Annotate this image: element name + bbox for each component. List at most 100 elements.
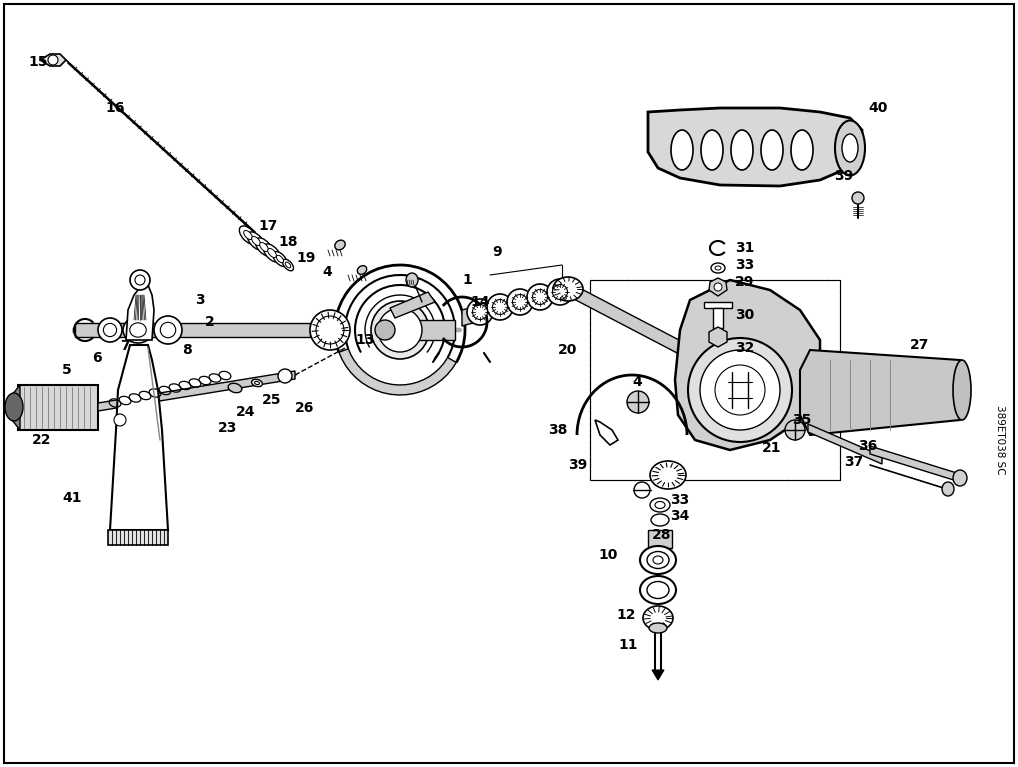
Text: 18: 18 — [278, 235, 297, 249]
Polygon shape — [648, 108, 862, 186]
Ellipse shape — [493, 299, 508, 314]
Ellipse shape — [285, 262, 291, 268]
Text: 41: 41 — [62, 491, 81, 505]
Ellipse shape — [640, 576, 676, 604]
Ellipse shape — [335, 240, 345, 250]
Text: 5: 5 — [62, 363, 71, 377]
Circle shape — [278, 369, 292, 383]
Polygon shape — [709, 278, 727, 296]
Ellipse shape — [254, 381, 260, 384]
Polygon shape — [800, 350, 965, 435]
Polygon shape — [648, 530, 672, 548]
Polygon shape — [675, 280, 821, 450]
Ellipse shape — [761, 130, 783, 170]
Ellipse shape — [273, 252, 287, 266]
Polygon shape — [98, 371, 295, 411]
Ellipse shape — [547, 279, 573, 305]
Text: 9: 9 — [492, 245, 502, 259]
Text: 2: 2 — [205, 315, 215, 329]
Ellipse shape — [651, 461, 686, 489]
Circle shape — [714, 283, 722, 291]
Text: 36: 36 — [858, 439, 878, 453]
Text: 12: 12 — [616, 608, 635, 622]
Ellipse shape — [467, 299, 493, 325]
Text: 14: 14 — [470, 295, 490, 309]
Text: 23: 23 — [218, 421, 237, 435]
Text: 20: 20 — [558, 343, 577, 357]
Circle shape — [48, 55, 58, 65]
Text: 28: 28 — [652, 528, 672, 542]
Ellipse shape — [953, 360, 971, 420]
Ellipse shape — [277, 255, 284, 263]
Ellipse shape — [842, 134, 858, 162]
Ellipse shape — [5, 393, 23, 421]
Ellipse shape — [268, 249, 276, 258]
Ellipse shape — [316, 316, 344, 344]
Polygon shape — [18, 385, 98, 430]
Polygon shape — [709, 327, 727, 347]
Text: 37: 37 — [844, 455, 863, 469]
Circle shape — [634, 482, 651, 498]
Ellipse shape — [247, 232, 265, 250]
Ellipse shape — [507, 289, 533, 315]
Ellipse shape — [310, 310, 350, 350]
Text: 19: 19 — [296, 251, 316, 265]
Polygon shape — [704, 302, 732, 308]
Circle shape — [688, 338, 792, 442]
Ellipse shape — [715, 266, 721, 270]
Text: 389ET038 SC: 389ET038 SC — [995, 405, 1005, 475]
Ellipse shape — [104, 324, 117, 337]
Ellipse shape — [98, 318, 122, 342]
Polygon shape — [390, 292, 435, 318]
Ellipse shape — [553, 285, 567, 299]
Ellipse shape — [375, 320, 395, 340]
Polygon shape — [462, 280, 570, 326]
Ellipse shape — [647, 551, 669, 568]
Ellipse shape — [553, 277, 583, 301]
Text: 15: 15 — [29, 55, 48, 69]
Ellipse shape — [512, 295, 527, 310]
Ellipse shape — [123, 317, 153, 343]
Ellipse shape — [731, 130, 753, 170]
Text: 34: 34 — [670, 509, 689, 523]
Text: 25: 25 — [262, 393, 282, 407]
Polygon shape — [570, 283, 700, 365]
Polygon shape — [110, 345, 168, 530]
Text: 31: 31 — [735, 241, 754, 255]
Text: 39: 39 — [568, 458, 587, 472]
Ellipse shape — [701, 130, 723, 170]
Ellipse shape — [154, 316, 182, 344]
Text: 33: 33 — [735, 258, 754, 272]
Text: 38: 38 — [548, 423, 567, 437]
Ellipse shape — [953, 470, 967, 486]
Polygon shape — [595, 420, 618, 445]
Ellipse shape — [852, 192, 864, 204]
Ellipse shape — [371, 301, 429, 359]
Polygon shape — [12, 385, 20, 430]
Ellipse shape — [942, 482, 954, 496]
Ellipse shape — [260, 242, 269, 252]
Circle shape — [715, 365, 765, 415]
Text: 8: 8 — [182, 343, 191, 357]
Text: 35: 35 — [792, 413, 811, 427]
Text: 17: 17 — [258, 219, 277, 233]
Polygon shape — [870, 446, 960, 482]
Ellipse shape — [228, 384, 242, 393]
Ellipse shape — [647, 581, 669, 598]
Ellipse shape — [243, 230, 252, 239]
Text: 7: 7 — [120, 339, 129, 353]
Ellipse shape — [643, 606, 673, 630]
Text: 4: 4 — [322, 265, 332, 279]
Text: 10: 10 — [598, 548, 617, 562]
Ellipse shape — [532, 289, 548, 304]
Circle shape — [785, 420, 805, 440]
Ellipse shape — [671, 130, 693, 170]
Polygon shape — [126, 285, 154, 340]
Ellipse shape — [711, 263, 725, 273]
Text: 40: 40 — [868, 101, 888, 115]
Ellipse shape — [239, 226, 257, 244]
Ellipse shape — [160, 322, 176, 337]
Text: 21: 21 — [762, 441, 782, 455]
Ellipse shape — [649, 623, 667, 633]
Circle shape — [114, 414, 126, 426]
